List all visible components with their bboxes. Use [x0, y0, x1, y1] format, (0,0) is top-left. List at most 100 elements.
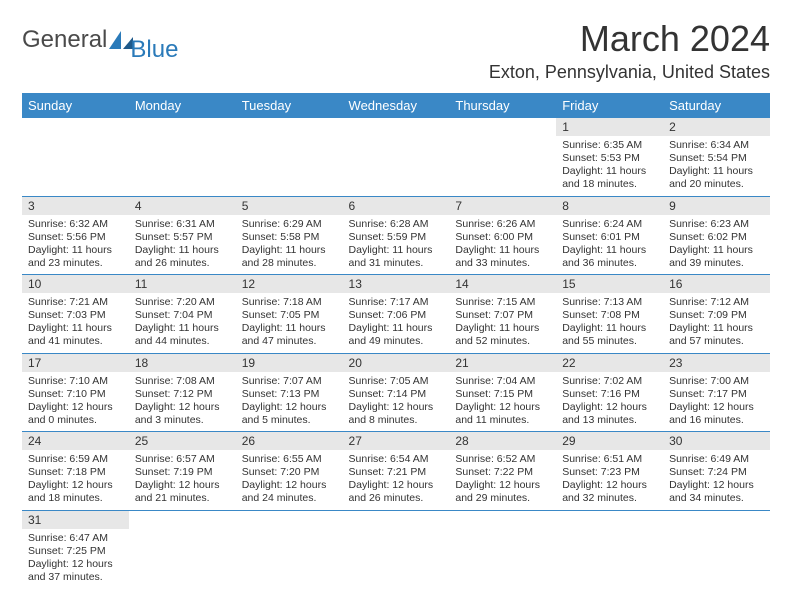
calendar-day-cell: 23Sunrise: 7:00 AMSunset: 7:17 PMDayligh… — [663, 353, 770, 432]
day-number: 17 — [22, 354, 129, 372]
day-details: Sunrise: 6:31 AMSunset: 5:57 PMDaylight:… — [129, 215, 236, 275]
calendar-day-cell: 15Sunrise: 7:13 AMSunset: 7:08 PMDayligh… — [556, 275, 663, 354]
day-header: Tuesday — [236, 93, 343, 118]
day-details: Sunrise: 6:32 AMSunset: 5:56 PMDaylight:… — [22, 215, 129, 275]
calendar-table: SundayMondayTuesdayWednesdayThursdayFrid… — [22, 93, 770, 588]
day-number: 25 — [129, 432, 236, 450]
day-details: Sunrise: 6:24 AMSunset: 6:01 PMDaylight:… — [556, 215, 663, 275]
day-details: Sunrise: 6:28 AMSunset: 5:59 PMDaylight:… — [343, 215, 450, 275]
calendar-day-cell: 19Sunrise: 7:07 AMSunset: 7:13 PMDayligh… — [236, 353, 343, 432]
day-details: Sunrise: 7:02 AMSunset: 7:16 PMDaylight:… — [556, 372, 663, 432]
day-details: Sunrise: 6:57 AMSunset: 7:19 PMDaylight:… — [129, 450, 236, 510]
day-number: 12 — [236, 275, 343, 293]
day-details: Sunrise: 6:35 AMSunset: 5:53 PMDaylight:… — [556, 136, 663, 196]
day-number: 8 — [556, 197, 663, 215]
calendar-empty-cell — [663, 510, 770, 588]
calendar-day-cell: 24Sunrise: 6:59 AMSunset: 7:18 PMDayligh… — [22, 432, 129, 511]
day-number: 2 — [663, 118, 770, 136]
day-header: Thursday — [449, 93, 556, 118]
day-number: 16 — [663, 275, 770, 293]
day-details: Sunrise: 7:13 AMSunset: 7:08 PMDaylight:… — [556, 293, 663, 353]
calendar-day-cell: 4Sunrise: 6:31 AMSunset: 5:57 PMDaylight… — [129, 196, 236, 275]
day-number: 13 — [343, 275, 450, 293]
calendar-day-cell: 7Sunrise: 6:26 AMSunset: 6:00 PMDaylight… — [449, 196, 556, 275]
day-header: Wednesday — [343, 93, 450, 118]
day-header: Friday — [556, 93, 663, 118]
day-details: Sunrise: 7:21 AMSunset: 7:03 PMDaylight:… — [22, 293, 129, 353]
calendar-day-cell: 8Sunrise: 6:24 AMSunset: 6:01 PMDaylight… — [556, 196, 663, 275]
day-number: 7 — [449, 197, 556, 215]
day-header: Monday — [129, 93, 236, 118]
day-details: Sunrise: 6:34 AMSunset: 5:54 PMDaylight:… — [663, 136, 770, 196]
calendar-day-cell: 31Sunrise: 6:47 AMSunset: 7:25 PMDayligh… — [22, 510, 129, 588]
day-details: Sunrise: 7:08 AMSunset: 7:12 PMDaylight:… — [129, 372, 236, 432]
calendar-empty-cell — [236, 118, 343, 196]
day-details: Sunrise: 6:26 AMSunset: 6:00 PMDaylight:… — [449, 215, 556, 275]
calendar-day-cell: 17Sunrise: 7:10 AMSunset: 7:10 PMDayligh… — [22, 353, 129, 432]
day-details: Sunrise: 6:49 AMSunset: 7:24 PMDaylight:… — [663, 450, 770, 510]
calendar-day-cell: 13Sunrise: 7:17 AMSunset: 7:06 PMDayligh… — [343, 275, 450, 354]
location-subtitle: Exton, Pennsylvania, United States — [489, 62, 770, 83]
day-details: Sunrise: 7:05 AMSunset: 7:14 PMDaylight:… — [343, 372, 450, 432]
day-details: Sunrise: 6:29 AMSunset: 5:58 PMDaylight:… — [236, 215, 343, 275]
calendar-empty-cell — [343, 118, 450, 196]
day-number: 6 — [343, 197, 450, 215]
day-header: Saturday — [663, 93, 770, 118]
calendar-day-cell: 30Sunrise: 6:49 AMSunset: 7:24 PMDayligh… — [663, 432, 770, 511]
logo-text-blue: Blue — [130, 36, 178, 64]
day-number: 1 — [556, 118, 663, 136]
day-details: Sunrise: 6:23 AMSunset: 6:02 PMDaylight:… — [663, 215, 770, 275]
calendar-empty-cell — [343, 510, 450, 588]
day-number: 9 — [663, 197, 770, 215]
day-details: Sunrise: 7:20 AMSunset: 7:04 PMDaylight:… — [129, 293, 236, 353]
day-details: Sunrise: 6:47 AMSunset: 7:25 PMDaylight:… — [22, 529, 129, 589]
calendar-day-cell: 20Sunrise: 7:05 AMSunset: 7:14 PMDayligh… — [343, 353, 450, 432]
calendar-body: 1Sunrise: 6:35 AMSunset: 5:53 PMDaylight… — [22, 118, 770, 588]
day-details: Sunrise: 7:10 AMSunset: 7:10 PMDaylight:… — [22, 372, 129, 432]
day-number: 27 — [343, 432, 450, 450]
month-title: March 2024 — [489, 18, 770, 60]
day-number: 23 — [663, 354, 770, 372]
calendar-day-cell: 26Sunrise: 6:55 AMSunset: 7:20 PMDayligh… — [236, 432, 343, 511]
title-block: March 2024 Exton, Pennsylvania, United S… — [489, 18, 770, 83]
day-number: 21 — [449, 354, 556, 372]
calendar-day-cell: 18Sunrise: 7:08 AMSunset: 7:12 PMDayligh… — [129, 353, 236, 432]
calendar-week-row: 31Sunrise: 6:47 AMSunset: 7:25 PMDayligh… — [22, 510, 770, 588]
header-row: General Blue March 2024 Exton, Pennsylva… — [22, 18, 770, 83]
calendar-day-cell: 12Sunrise: 7:18 AMSunset: 7:05 PMDayligh… — [236, 275, 343, 354]
calendar-week-row: 3Sunrise: 6:32 AMSunset: 5:56 PMDaylight… — [22, 196, 770, 275]
calendar-empty-cell — [129, 510, 236, 588]
day-number: 20 — [343, 354, 450, 372]
day-number: 11 — [129, 275, 236, 293]
day-number: 30 — [663, 432, 770, 450]
day-number: 3 — [22, 197, 129, 215]
logo-text-general: General — [22, 26, 107, 54]
day-details: Sunrise: 7:07 AMSunset: 7:13 PMDaylight:… — [236, 372, 343, 432]
day-number: 22 — [556, 354, 663, 372]
day-number: 5 — [236, 197, 343, 215]
day-number: 14 — [449, 275, 556, 293]
calendar-day-cell: 6Sunrise: 6:28 AMSunset: 5:59 PMDaylight… — [343, 196, 450, 275]
day-details: Sunrise: 6:55 AMSunset: 7:20 PMDaylight:… — [236, 450, 343, 510]
calendar-day-cell: 5Sunrise: 6:29 AMSunset: 5:58 PMDaylight… — [236, 196, 343, 275]
day-details: Sunrise: 7:00 AMSunset: 7:17 PMDaylight:… — [663, 372, 770, 432]
day-number: 24 — [22, 432, 129, 450]
day-details: Sunrise: 6:51 AMSunset: 7:23 PMDaylight:… — [556, 450, 663, 510]
day-details: Sunrise: 7:18 AMSunset: 7:05 PMDaylight:… — [236, 293, 343, 353]
calendar-day-cell: 14Sunrise: 7:15 AMSunset: 7:07 PMDayligh… — [449, 275, 556, 354]
calendar-empty-cell — [556, 510, 663, 588]
logo: General Blue — [22, 26, 183, 54]
calendar-day-cell: 28Sunrise: 6:52 AMSunset: 7:22 PMDayligh… — [449, 432, 556, 511]
day-number: 18 — [129, 354, 236, 372]
day-details: Sunrise: 7:15 AMSunset: 7:07 PMDaylight:… — [449, 293, 556, 353]
day-details: Sunrise: 6:59 AMSunset: 7:18 PMDaylight:… — [22, 450, 129, 510]
day-number: 26 — [236, 432, 343, 450]
day-details: Sunrise: 7:17 AMSunset: 7:06 PMDaylight:… — [343, 293, 450, 353]
calendar-day-cell: 25Sunrise: 6:57 AMSunset: 7:19 PMDayligh… — [129, 432, 236, 511]
day-details: Sunrise: 7:12 AMSunset: 7:09 PMDaylight:… — [663, 293, 770, 353]
day-number: 4 — [129, 197, 236, 215]
calendar-week-row: 10Sunrise: 7:21 AMSunset: 7:03 PMDayligh… — [22, 275, 770, 354]
calendar-week-row: 1Sunrise: 6:35 AMSunset: 5:53 PMDaylight… — [22, 118, 770, 196]
day-number: 15 — [556, 275, 663, 293]
calendar-day-cell: 22Sunrise: 7:02 AMSunset: 7:16 PMDayligh… — [556, 353, 663, 432]
